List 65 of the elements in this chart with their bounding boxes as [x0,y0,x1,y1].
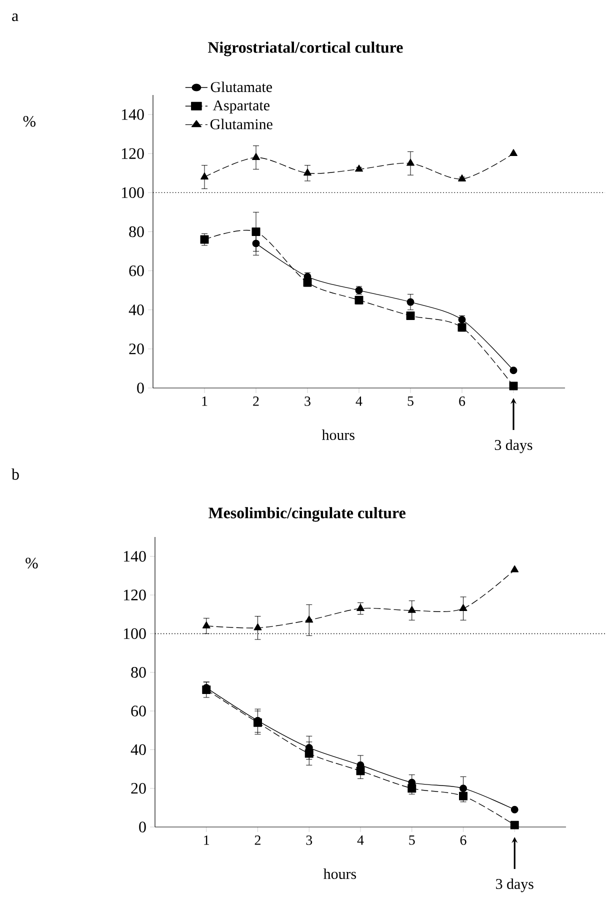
chart-title: Mesolimbic/cingulate culture [208,507,406,522]
point [356,604,364,611]
point [510,820,519,830]
point [510,806,518,814]
point [355,164,363,172]
x-tick-label: 4 [356,396,362,406]
y-tick-label: 100 [124,628,146,640]
x-tick-label: 2 [253,396,259,406]
point [202,621,210,628]
point [509,382,518,390]
text: a [12,14,18,22]
point [408,606,416,613]
chart-title: Nigrostriatal/cortical culture [208,42,403,56]
point [200,235,209,244]
x-tick-label: 3 [306,836,312,845]
text: b [12,468,19,480]
text: 3 days [494,440,532,454]
point [304,168,312,176]
point [406,298,414,306]
legend-label: Aspartate [212,100,270,114]
legend-label: Glutamine [210,118,272,130]
y-tick-label: 60 [129,265,144,276]
x-tick-label: 6 [460,836,466,845]
x-axis-title: hours [323,868,356,880]
x-tick-label: 6 [459,396,466,406]
point [406,158,414,166]
y-tick-label: 80 [131,666,146,678]
y-tick-label: 60 [131,706,146,716]
point [459,604,468,611]
point [252,240,260,248]
point [406,311,415,320]
y-axis-title: % [23,116,36,127]
point [305,616,314,623]
y-axis-title: % [26,558,38,568]
point [510,565,519,572]
x-tick-label: 4 [357,836,364,845]
y-tick-label: 40 [128,304,144,316]
y-tick-label: 140 [124,550,146,562]
y-tick-label: 20 [131,782,146,794]
y-tick-label: 80 [129,226,144,238]
y-tick-label: 0 [139,822,146,832]
y-tick-label: 40 [130,744,146,756]
text: 3 days [496,878,534,892]
x-axis-title: hours [322,430,354,440]
x-tick-label: 1 [204,836,210,845]
point [200,172,208,180]
point [510,149,518,156]
x-tick-label: 1 [202,396,208,406]
point [510,366,518,374]
point [254,623,262,630]
y-tick-label: 120 [124,590,146,600]
point [458,174,466,182]
y-tick-label: 100 [122,187,144,198]
point [252,227,260,236]
x-tick-label: 3 [304,396,310,406]
y-tick-label: 20 [129,344,144,354]
y-tick-label: 140 [122,109,144,120]
point [460,784,467,792]
x-tick-label: 5 [409,836,415,845]
x-tick-label: 2 [254,836,260,845]
y-tick-label: 0 [137,382,144,394]
y-tick-label: 120 [122,148,144,159]
legend-label: Glutamate [210,82,272,92]
point [252,152,260,160]
x-tick-label: 5 [408,396,414,406]
